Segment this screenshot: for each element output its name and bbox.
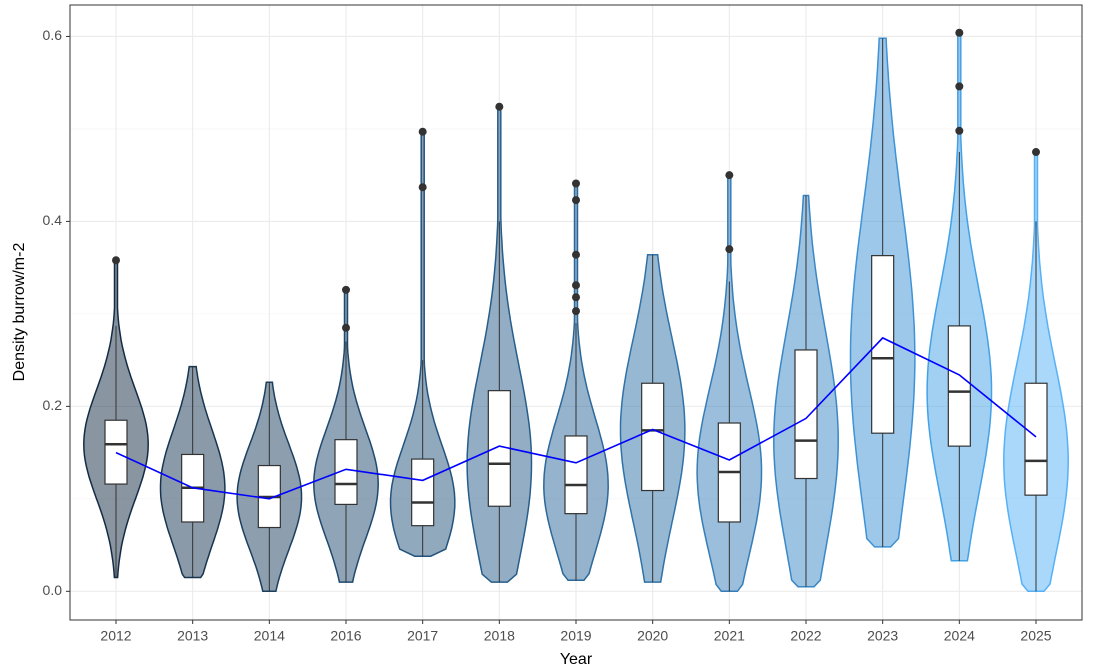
x-tick-label: 2024	[944, 628, 975, 644]
y-tick-label: 0.2	[43, 397, 63, 413]
outlier	[955, 126, 964, 135]
outlier	[572, 281, 580, 290]
box	[641, 382, 665, 492]
outlier	[342, 285, 350, 294]
outlier	[725, 171, 734, 180]
x-tick-label: 2022	[790, 628, 821, 644]
outlier	[418, 127, 427, 136]
box	[1024, 382, 1048, 496]
x-tick-label: 2018	[484, 628, 515, 644]
outlier	[572, 196, 580, 205]
box	[947, 325, 971, 447]
x-tick-label: 2016	[330, 628, 361, 644]
mean-line	[115, 336, 1037, 500]
box	[411, 458, 435, 527]
box	[871, 255, 895, 434]
outlier	[112, 256, 120, 265]
x-tick-label: 2021	[714, 628, 745, 644]
box	[564, 435, 588, 515]
box	[794, 349, 818, 480]
outlier	[418, 183, 427, 192]
x-tick-label: 2012	[100, 628, 131, 644]
outlier	[495, 102, 504, 111]
outlier	[725, 245, 734, 254]
outlier	[342, 323, 350, 332]
x-tick-label: 2017	[407, 628, 438, 644]
y-axis-title: Density burrow/m-2	[11, 243, 28, 382]
outlier	[572, 250, 580, 259]
x-tick-label: 2025	[1020, 628, 1051, 644]
outlier	[572, 179, 580, 188]
x-tick-label: 2014	[254, 628, 285, 644]
y-tick-label: 0.0	[43, 582, 63, 598]
x-tick-label: 2019	[560, 628, 591, 644]
panel-border	[69, 4, 1083, 621]
y-tick-label: 0.4	[43, 212, 63, 228]
x-axis-title: Year	[560, 651, 593, 668]
outlier	[955, 28, 964, 37]
y-tick-label: 0.6	[43, 27, 63, 43]
outlier	[955, 82, 964, 91]
outlier	[572, 307, 580, 316]
x-tick-label: 2023	[867, 628, 898, 644]
x-tick-label: 2020	[637, 628, 668, 644]
box	[334, 439, 358, 505]
x-tick-label: 2013	[177, 628, 208, 644]
box	[104, 419, 128, 485]
outlier	[572, 293, 580, 302]
outlier	[1032, 148, 1040, 157]
